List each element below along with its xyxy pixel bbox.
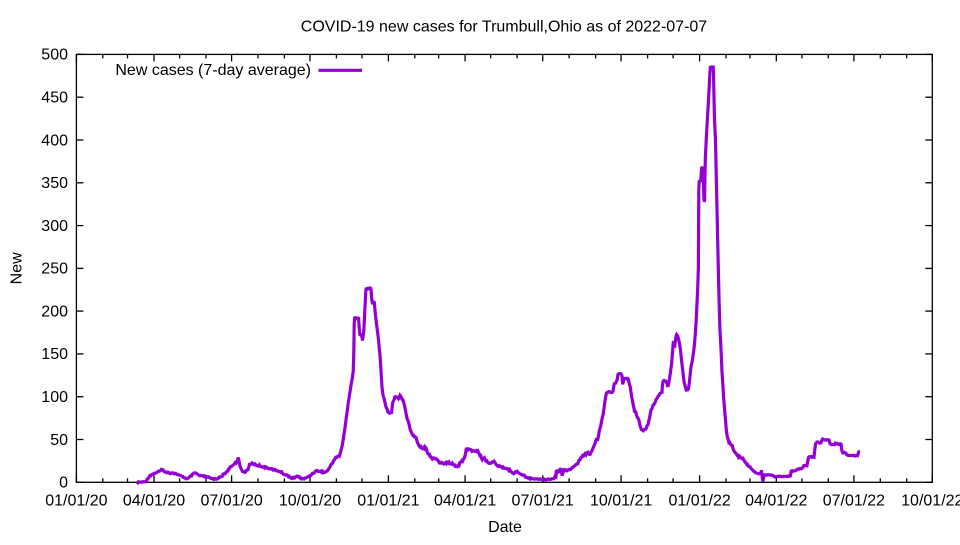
svg-text:150: 150 <box>41 346 68 363</box>
svg-text:400: 400 <box>41 132 68 149</box>
svg-text:500: 500 <box>41 47 68 64</box>
svg-text:New: New <box>9 252 26 284</box>
svg-text:10/01/21: 10/01/21 <box>590 493 652 510</box>
svg-text:50: 50 <box>50 432 68 449</box>
svg-text:10/01/22: 10/01/22 <box>901 493 960 510</box>
svg-text:10/01/20: 10/01/20 <box>279 493 341 510</box>
svg-text:350: 350 <box>41 175 68 192</box>
svg-text:COVID-19 new cases for Trumbul: COVID-19 new cases for Trumbull,Ohio as … <box>301 19 708 36</box>
svg-text:0: 0 <box>59 475 68 492</box>
svg-text:100: 100 <box>41 389 68 406</box>
svg-text:07/01/22: 07/01/22 <box>823 493 885 510</box>
svg-text:200: 200 <box>41 303 68 320</box>
svg-text:300: 300 <box>41 218 68 235</box>
svg-text:07/01/20: 07/01/20 <box>200 493 262 510</box>
svg-text:250: 250 <box>41 261 68 278</box>
svg-text:01/01/21: 01/01/21 <box>357 493 419 510</box>
svg-text:04/01/21: 04/01/21 <box>434 493 496 510</box>
svg-text:01/01/20: 01/01/20 <box>45 493 107 510</box>
svg-text:01/01/22: 01/01/22 <box>668 493 730 510</box>
svg-text:Date: Date <box>488 519 522 536</box>
svg-text:New cases (7-day average): New cases (7-day average) <box>115 62 311 79</box>
svg-text:450: 450 <box>41 90 68 107</box>
svg-text:07/01/21: 07/01/21 <box>512 493 574 510</box>
svg-text:04/01/20: 04/01/20 <box>123 493 185 510</box>
svg-text:04/01/22: 04/01/22 <box>745 493 807 510</box>
